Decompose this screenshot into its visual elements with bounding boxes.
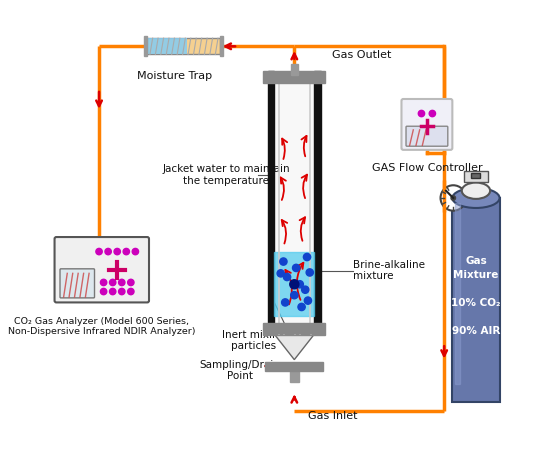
Text: Gas Outlet: Gas Outlet bbox=[332, 51, 392, 61]
Text: Sampling/Drain
Point: Sampling/Drain Point bbox=[200, 360, 280, 381]
Bar bbox=[265, 362, 323, 370]
Circle shape bbox=[291, 292, 298, 299]
Circle shape bbox=[298, 303, 305, 311]
Bar bbox=[144, 36, 147, 56]
Circle shape bbox=[290, 280, 299, 289]
Bar bbox=[274, 253, 314, 316]
Circle shape bbox=[306, 269, 313, 276]
Text: Jacket water to maintain
the temperature: Jacket water to maintain the temperature bbox=[162, 164, 290, 186]
Circle shape bbox=[304, 297, 311, 304]
Bar bbox=[471, 173, 481, 178]
Ellipse shape bbox=[452, 188, 499, 208]
Circle shape bbox=[128, 279, 134, 286]
Polygon shape bbox=[274, 334, 314, 359]
Circle shape bbox=[429, 111, 436, 116]
Circle shape bbox=[304, 253, 311, 261]
Circle shape bbox=[296, 281, 304, 288]
Circle shape bbox=[301, 286, 309, 293]
Circle shape bbox=[419, 111, 425, 116]
Text: CO₂ Gas Analyzer (Model 600 Series,
Non-Dispersive Infrared NDIR Analyzer): CO₂ Gas Analyzer (Model 600 Series, Non-… bbox=[8, 317, 196, 336]
Circle shape bbox=[119, 288, 125, 295]
Circle shape bbox=[96, 248, 102, 255]
Circle shape bbox=[280, 258, 287, 265]
Bar bbox=[290, 369, 299, 382]
FancyBboxPatch shape bbox=[402, 99, 452, 150]
Bar bbox=[220, 36, 223, 56]
Text: Gas
Mixture

10% CO₂

90% AIR: Gas Mixture 10% CO₂ 90% AIR bbox=[451, 256, 501, 336]
Bar bbox=[274, 71, 314, 334]
Circle shape bbox=[451, 196, 455, 200]
Circle shape bbox=[114, 248, 120, 255]
Bar bbox=[147, 38, 220, 55]
Bar bbox=[452, 198, 499, 402]
Bar bbox=[268, 71, 274, 334]
Circle shape bbox=[283, 273, 291, 281]
Circle shape bbox=[282, 299, 289, 306]
Bar bbox=[263, 71, 325, 83]
Circle shape bbox=[101, 279, 107, 286]
Bar bbox=[291, 65, 298, 76]
Circle shape bbox=[128, 288, 134, 295]
Text: Gas Inlet: Gas Inlet bbox=[308, 411, 358, 421]
Circle shape bbox=[109, 288, 116, 295]
Bar bbox=[314, 71, 321, 334]
Text: Brine-alkaline
mixture: Brine-alkaline mixture bbox=[353, 260, 425, 282]
FancyBboxPatch shape bbox=[406, 126, 448, 146]
Circle shape bbox=[101, 288, 107, 295]
Text: Inert mixing
particles: Inert mixing particles bbox=[222, 330, 285, 351]
Circle shape bbox=[441, 185, 466, 211]
Bar bbox=[147, 38, 187, 55]
Circle shape bbox=[105, 248, 111, 255]
Bar bbox=[455, 202, 460, 384]
Circle shape bbox=[277, 270, 284, 277]
Ellipse shape bbox=[462, 182, 490, 199]
Bar bbox=[263, 324, 325, 335]
Circle shape bbox=[123, 248, 129, 255]
Bar bbox=[464, 171, 488, 182]
FancyBboxPatch shape bbox=[60, 269, 95, 298]
Circle shape bbox=[132, 248, 139, 255]
Circle shape bbox=[109, 279, 116, 286]
Circle shape bbox=[293, 264, 300, 272]
FancyBboxPatch shape bbox=[54, 237, 149, 303]
Text: Moisture Trap: Moisture Trap bbox=[137, 71, 212, 81]
Circle shape bbox=[119, 279, 125, 286]
Text: GAS Flow Controller: GAS Flow Controller bbox=[372, 162, 482, 172]
